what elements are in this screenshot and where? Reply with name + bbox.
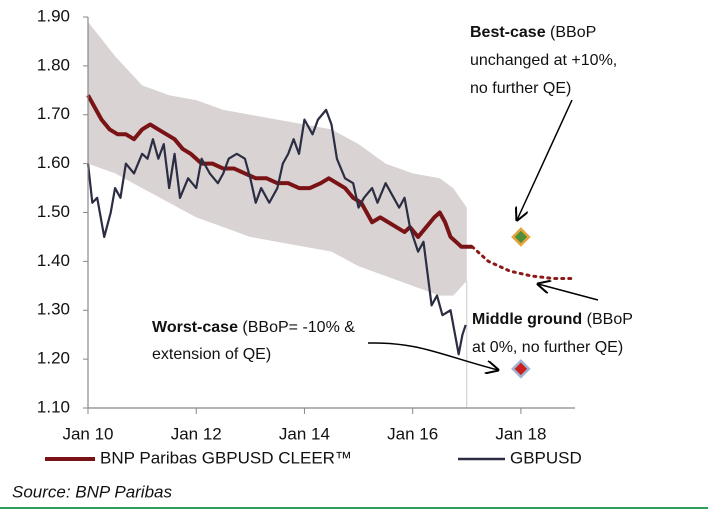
annotation-text: no further QE) — [470, 80, 571, 97]
scenario-point — [511, 227, 531, 247]
y-tick-label: 1.80 — [37, 55, 70, 74]
y-tick-label: 1.50 — [37, 202, 70, 221]
source: Source: BNP Paribas — [12, 482, 172, 501]
annotation: Worst-case (BBoP= -10% & — [152, 319, 355, 336]
x-tick-label: Jan 16 — [387, 424, 438, 443]
y-tick-label: 1.60 — [37, 153, 70, 172]
annotation-text: extension of QE) — [152, 346, 271, 363]
series-line — [86, 108, 467, 356]
legend-label: GBPUSD — [510, 448, 582, 467]
y-tick-label: 1.40 — [37, 251, 70, 270]
annotation-text: (BBoP= -10% & — [238, 319, 355, 336]
y-tick-label: 1.70 — [37, 104, 70, 123]
annotation-text: unchanged at +10%, — [470, 52, 617, 69]
series-line — [86, 94, 473, 249]
scenario-point — [511, 359, 531, 379]
range-band — [88, 21, 467, 296]
annotation-bold: Best-case — [470, 24, 546, 41]
x-tick-label: Jan 12 — [171, 424, 222, 443]
band-layer — [88, 21, 468, 408]
annotation-bold: Middle ground — [472, 311, 582, 328]
y-tick-label: 1.90 — [37, 6, 70, 25]
y-tick-label: 1.10 — [37, 397, 70, 416]
annotation-text: at 0%, no further QE) — [472, 339, 623, 356]
annotation-text: (BBoP — [546, 24, 597, 41]
arrow — [367, 342, 498, 370]
arrow — [517, 99, 573, 220]
annotation: Best-case (BBoP — [470, 24, 596, 41]
x-tick-label: Jan 10 — [62, 424, 113, 443]
legend-label: BNP Paribas GBPUSD CLEER™ — [100, 448, 352, 467]
annotation: Middle ground (BBoP — [472, 311, 633, 328]
lines-layer — [86, 94, 577, 356]
x-tick-label: Jan 14 — [279, 424, 330, 443]
arrow — [538, 284, 599, 301]
x-tick-label: Jan 18 — [495, 424, 546, 443]
projection-line — [470, 245, 577, 280]
y-tick-label: 1.20 — [37, 349, 70, 368]
y-tick-label: 1.30 — [37, 300, 70, 319]
annotation-text: (BBoP — [582, 311, 633, 328]
annotation-bold: Worst-case — [152, 319, 238, 336]
